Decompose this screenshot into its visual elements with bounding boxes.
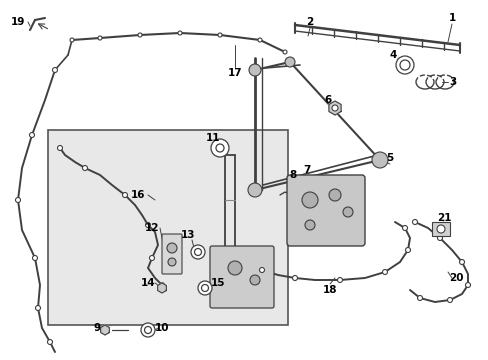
- Circle shape: [159, 283, 164, 288]
- Text: 11: 11: [205, 133, 220, 143]
- Circle shape: [285, 57, 294, 67]
- Circle shape: [292, 275, 297, 280]
- Text: 1: 1: [447, 13, 455, 23]
- Text: 5: 5: [386, 153, 393, 163]
- Polygon shape: [328, 101, 340, 115]
- Text: 4: 4: [388, 50, 396, 60]
- Circle shape: [36, 306, 41, 310]
- Circle shape: [145, 222, 150, 228]
- Circle shape: [417, 296, 422, 301]
- FancyBboxPatch shape: [162, 234, 182, 274]
- Circle shape: [210, 139, 228, 157]
- Text: 2: 2: [306, 17, 313, 27]
- Circle shape: [201, 284, 208, 292]
- Text: 17: 17: [227, 68, 242, 78]
- Text: 3: 3: [448, 77, 456, 87]
- Circle shape: [258, 38, 262, 42]
- Circle shape: [328, 189, 340, 201]
- Circle shape: [16, 198, 20, 202]
- Circle shape: [82, 166, 87, 171]
- Circle shape: [283, 50, 286, 54]
- Text: 9: 9: [93, 323, 101, 333]
- Bar: [431, 222, 449, 236]
- Circle shape: [405, 248, 409, 252]
- Circle shape: [382, 270, 386, 274]
- Circle shape: [98, 36, 102, 40]
- Circle shape: [437, 235, 442, 240]
- Circle shape: [331, 105, 337, 111]
- Circle shape: [218, 33, 222, 37]
- Bar: [48, 130, 287, 325]
- Circle shape: [216, 144, 224, 152]
- Text: 16: 16: [130, 190, 145, 200]
- Text: 14: 14: [141, 278, 155, 288]
- FancyBboxPatch shape: [286, 175, 364, 246]
- Circle shape: [412, 220, 417, 225]
- Circle shape: [247, 183, 262, 197]
- Circle shape: [395, 56, 413, 74]
- Circle shape: [178, 31, 182, 35]
- Circle shape: [122, 193, 127, 198]
- Circle shape: [149, 256, 154, 261]
- Circle shape: [141, 323, 155, 337]
- Text: 18: 18: [322, 285, 337, 295]
- Circle shape: [371, 152, 387, 168]
- Text: 7: 7: [303, 165, 310, 175]
- Circle shape: [52, 68, 58, 72]
- Text: 21: 21: [436, 213, 450, 223]
- Circle shape: [447, 297, 451, 302]
- Circle shape: [167, 243, 177, 253]
- Text: 6: 6: [324, 95, 331, 105]
- Circle shape: [459, 260, 464, 265]
- Circle shape: [249, 275, 260, 285]
- Circle shape: [191, 245, 204, 259]
- Circle shape: [138, 33, 142, 37]
- Circle shape: [337, 278, 342, 283]
- Circle shape: [32, 256, 38, 261]
- Circle shape: [227, 261, 242, 275]
- Text: 12: 12: [144, 223, 159, 233]
- Circle shape: [399, 60, 409, 70]
- Circle shape: [465, 283, 469, 288]
- FancyBboxPatch shape: [209, 246, 273, 308]
- Text: 8: 8: [289, 170, 296, 180]
- Circle shape: [144, 327, 151, 333]
- Text: 20: 20: [448, 273, 462, 283]
- Circle shape: [402, 225, 407, 230]
- Circle shape: [305, 220, 314, 230]
- Circle shape: [302, 192, 317, 208]
- Circle shape: [58, 145, 62, 150]
- Text: 13: 13: [181, 230, 195, 240]
- Text: 10: 10: [154, 323, 169, 333]
- Circle shape: [70, 38, 74, 42]
- Text: 15: 15: [210, 278, 225, 288]
- Circle shape: [248, 64, 261, 76]
- Circle shape: [259, 267, 264, 273]
- Circle shape: [47, 339, 52, 345]
- Circle shape: [342, 207, 352, 217]
- Circle shape: [436, 225, 444, 233]
- Polygon shape: [101, 325, 109, 335]
- Text: 19: 19: [11, 17, 25, 27]
- Polygon shape: [157, 283, 166, 293]
- Circle shape: [198, 281, 212, 295]
- Circle shape: [168, 258, 176, 266]
- Circle shape: [29, 132, 35, 138]
- Circle shape: [194, 248, 201, 256]
